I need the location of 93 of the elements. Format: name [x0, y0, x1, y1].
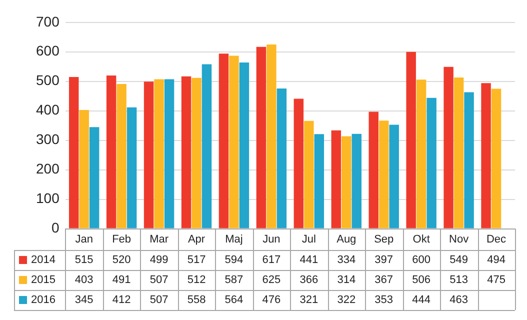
bar [416, 80, 426, 228]
bar [406, 52, 416, 228]
x-tick-label: Jun [262, 233, 280, 246]
data-label: 549 [450, 254, 468, 266]
data-label: 587 [224, 274, 244, 286]
data-label: 625 [262, 274, 281, 286]
bar [481, 83, 491, 228]
bar [352, 134, 362, 228]
data-label: 353 [374, 294, 394, 306]
legend-label: 2015 [31, 274, 56, 286]
bar [389, 124, 399, 228]
x-tick-label: Jul [302, 233, 316, 246]
data-label: 600 [412, 254, 431, 266]
bar [154, 79, 164, 228]
bar [202, 64, 212, 228]
legend-label: 2014 [31, 254, 56, 266]
data-label: 512 [187, 274, 206, 286]
data-label: 617 [262, 254, 281, 266]
x-tick-label: Maj [225, 233, 243, 246]
bar [144, 82, 154, 228]
bar [368, 112, 378, 228]
bar [239, 62, 250, 228]
x-tick-label: Nov [449, 233, 470, 246]
bar [218, 54, 229, 228]
data-label: 594 [224, 254, 244, 266]
data-label: 491 [112, 274, 131, 286]
data-label: 321 [300, 294, 318, 306]
bar [276, 88, 287, 228]
bar [116, 84, 126, 228]
data-label: 397 [374, 254, 394, 266]
data-label: 403 [74, 274, 94, 286]
bar [331, 130, 342, 228]
bar [378, 120, 389, 228]
bar [342, 136, 352, 228]
y-tick-label: 100 [36, 190, 60, 206]
data-label: 515 [74, 254, 94, 266]
data-label: 334 [337, 254, 356, 266]
data-label: 476 [262, 294, 281, 306]
x-tick-label: Mar [150, 233, 169, 246]
y-tick-label: 400 [36, 102, 60, 118]
bar [314, 134, 324, 228]
bar [181, 76, 192, 228]
x-tick-label: Aug [336, 233, 356, 246]
bar [444, 66, 454, 228]
y-tick-label: 700 [36, 13, 60, 30]
bar [491, 88, 502, 228]
legend-label: 2016 [31, 294, 56, 306]
data-label: 506 [412, 274, 431, 286]
data-label: 322 [337, 294, 356, 306]
bar [229, 56, 239, 228]
y-tick-label: 200 [36, 160, 60, 177]
bar [192, 78, 202, 228]
x-tick-label: Dec [486, 233, 507, 246]
data-label: 367 [374, 274, 394, 286]
data-label: 475 [487, 274, 506, 286]
data-label: 314 [337, 274, 356, 286]
data-label: 441 [300, 254, 318, 266]
x-tick-label: Jan [75, 233, 93, 246]
data-label: 499 [150, 254, 168, 266]
data-label: 345 [74, 294, 94, 306]
data-label: 564 [224, 294, 244, 306]
data-label: 463 [450, 294, 468, 306]
bar [454, 78, 464, 228]
x-tick-label: Apr [188, 233, 206, 246]
data-label: 558 [187, 294, 206, 306]
bar [256, 46, 266, 228]
bar [164, 79, 174, 228]
data-label: 494 [487, 254, 506, 266]
x-tick-label: Okt [412, 233, 430, 246]
data-label: 513 [450, 274, 468, 286]
y-tick-label: 300 [36, 131, 60, 148]
y-tick-label: 500 [36, 72, 60, 88]
data-label: 507 [150, 294, 168, 306]
bar [266, 44, 276, 228]
x-tick-label: Sep [374, 233, 394, 246]
bar [304, 120, 314, 228]
data-label: 412 [112, 294, 131, 306]
data-label: 520 [112, 254, 131, 266]
data-label: 366 [300, 274, 318, 286]
bar [126, 107, 137, 228]
bar [294, 98, 304, 228]
bar [464, 92, 474, 228]
bar [89, 127, 100, 228]
data-label: 507 [150, 274, 168, 286]
data-label: 517 [187, 254, 206, 266]
bar [106, 75, 116, 228]
y-tick-label: 0 [52, 220, 60, 236]
y-tick-label: 600 [36, 42, 60, 59]
bar [79, 110, 89, 228]
x-tick-label: Feb [112, 233, 132, 246]
bar [68, 76, 79, 228]
bar [426, 98, 436, 228]
data-label: 444 [412, 294, 431, 306]
